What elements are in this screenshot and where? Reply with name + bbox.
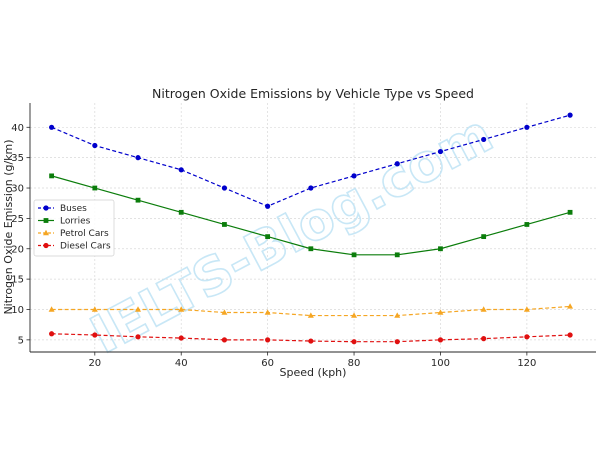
data-point-lorries [394,252,400,258]
legend-entry-diesel-cars: Diesel Cars [38,242,111,252]
series-lorries [49,173,573,258]
data-point-buses [567,112,573,118]
data-point-diesel-cars [437,337,444,343]
x-tick-label: 120 [517,358,536,369]
series-layer [48,112,574,345]
data-point-lorries [481,234,487,240]
data-point-buses [221,185,228,191]
legend-label: Buses [60,204,87,214]
data-point-diesel-cars [178,335,184,341]
data-point-diesel-cars [308,338,314,344]
y-tick-label: 10 [11,305,24,316]
y-tick-label: 25 [11,214,24,225]
data-point-lorries [308,246,314,252]
data-point-petrol-cars [178,306,185,312]
x-tick-label: 40 [175,358,188,369]
y-tick-label: 40 [11,123,24,134]
series-buses [49,112,573,209]
data-point-buses [394,161,400,167]
data-point-lorries [178,209,184,215]
data-point-buses [92,142,98,149]
data-point-lorries [438,246,443,252]
data-point-lorries [567,209,573,215]
y-axis-label: Nitrogen Oxide Emission (g/km) [2,139,15,314]
data-point-diesel-cars [351,339,357,345]
series-diesel-cars [49,331,573,345]
data-point-buses [178,167,184,173]
x-axis-label: Speed (kph) [280,366,347,379]
legend-entry-lorries: Lorries [38,217,91,227]
legend-box [33,199,115,257]
data-point-diesel-cars [49,331,55,337]
data-point-diesel-cars [135,334,141,340]
data-point-diesel-cars [394,339,400,345]
data-point-buses [351,173,357,179]
data-point-diesel-cars [221,337,228,343]
ticks: 20 40 60 80 100 120 5 10 15 20 25 30 35 40 [11,123,536,369]
watermark-layer: IELTS-Blog.com [81,103,504,366]
legend-marker [43,242,49,249]
y-tick-label: 20 [11,244,24,255]
data-point-diesel-cars [481,336,487,342]
legend-marker [43,229,49,236]
data-point-petrol-cars [567,303,574,309]
legend-label: Diesel Cars [60,242,111,252]
x-tick-label: 80 [348,358,361,369]
data-point-buses [308,185,314,191]
data-point-buses [135,155,141,161]
data-point-buses [265,203,271,209]
chart-title: Nitrogen Oxide Emissions by Vehicle Type… [152,86,474,101]
axes [29,103,596,353]
data-point-buses [437,148,444,155]
data-point-petrol-cars [437,309,444,315]
data-point-petrol-cars [264,309,271,315]
data-point-petrol-cars [135,306,142,312]
data-point-lorries [135,197,141,203]
series-petrol-cars [48,303,574,318]
y-tick-label: 5 [18,335,24,346]
data-point-petrol-cars [48,306,55,312]
x-tick-label: 100 [431,358,450,369]
data-point-lorries [351,252,357,258]
watermark-text: IELTS-Blog.com [82,104,503,366]
data-point-petrol-cars [351,312,358,318]
data-point-lorries [222,222,227,227]
data-point-lorries [49,173,55,179]
legend-entry-petrol-cars: Petrol Cars [38,229,109,239]
data-point-buses [49,124,55,130]
data-point-petrol-cars [221,309,228,315]
data-point-diesel-cars [524,334,530,340]
data-point-petrol-cars [307,312,314,318]
data-point-petrol-cars [523,306,530,312]
x-tick-label: 60 [261,358,274,369]
data-point-lorries [265,234,271,240]
data-point-lorries [524,222,530,227]
data-point-diesel-cars [567,332,573,338]
legend: Buses Lorries Petrol Cars Diesel Cars [33,199,115,257]
data-point-buses [481,136,487,143]
data-point-lorries [92,185,98,191]
data-point-petrol-cars [394,312,401,318]
y-tick-label: 15 [11,275,24,286]
legend-entry-buses: Buses [38,204,87,214]
legend-label: Lorries [60,217,91,227]
data-point-diesel-cars [265,337,271,343]
data-point-diesel-cars [92,332,98,338]
data-point-buses [524,124,530,130]
data-point-petrol-cars [91,306,98,312]
y-tick-label: 35 [11,153,24,164]
legend-marker [43,205,49,211]
x-tick-label: 20 [88,358,101,369]
data-point-petrol-cars [480,306,487,312]
legend-marker [43,218,49,223]
y-tick-label: 30 [11,184,24,195]
legend-label: Petrol Cars [60,229,109,239]
